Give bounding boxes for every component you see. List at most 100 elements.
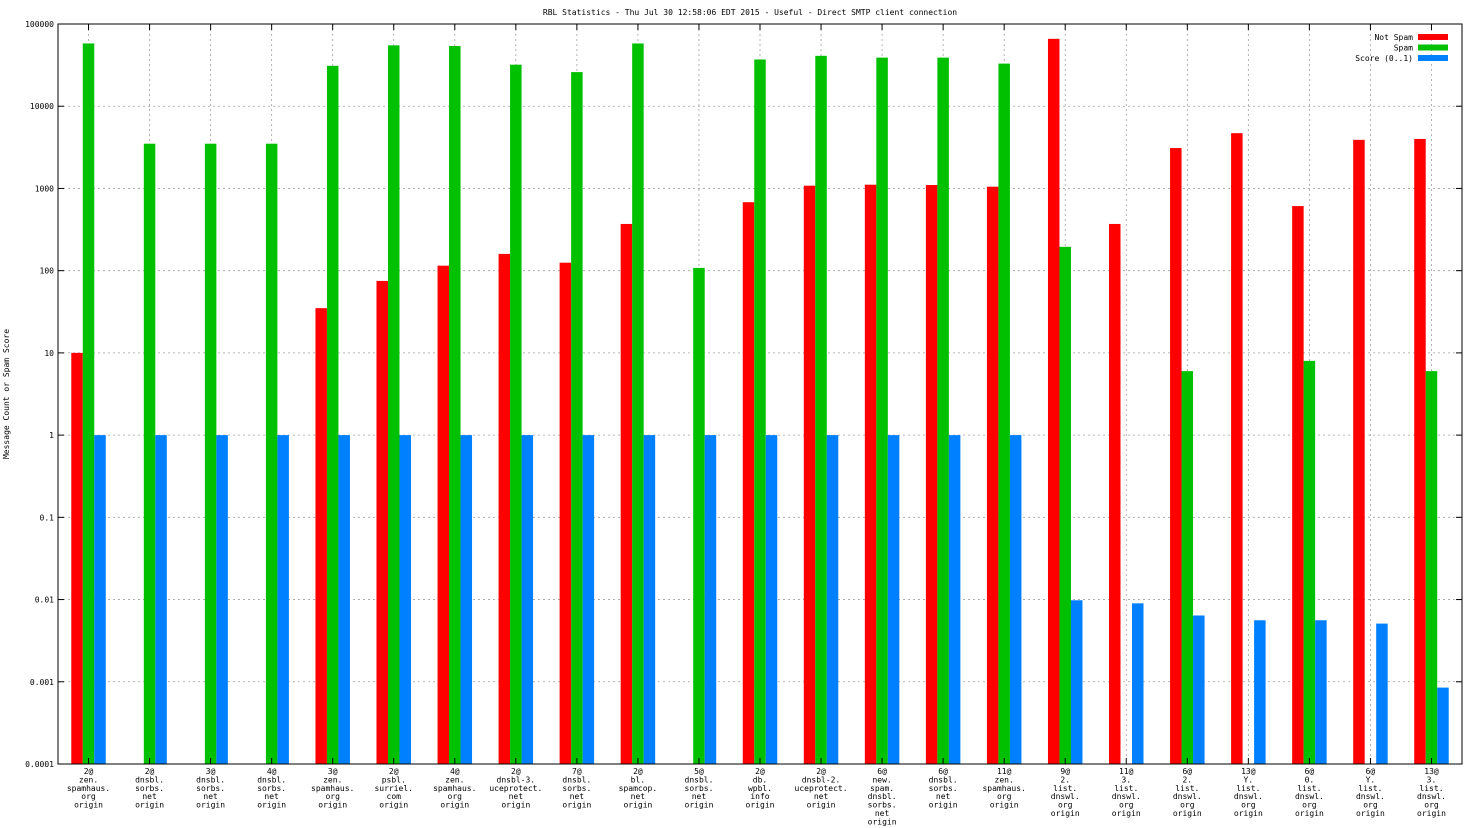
legend-label: Not Spam [1374,33,1413,42]
bar-spam [82,43,95,764]
y-tick-label: 10 [44,349,54,358]
bar-score-0-1 [826,435,839,764]
bar-spam [693,267,705,764]
bar-spam [632,43,644,764]
x-axis-tick-labels: 2@ zen. spamhaus. org origin 2@ dnsbl. sorbs. ne… [67,767,1446,826]
bar-score-0-1 [460,435,473,764]
x-tick-label: 2@ zen. spamhaus. org origin [67,767,110,810]
bar-spam [510,64,522,764]
x-tick-label: 4@ zen. spamhaus. org origin [433,767,476,810]
bar-not-spam [498,253,511,764]
bar-not-spam [1353,139,1365,764]
y-tick-label: 0.001 [30,678,54,687]
bar-score-0-1 [399,435,411,764]
legend-label: Spam [1394,44,1413,53]
x-tick-label: 3@ zen. spamhaus. org origin [311,767,354,810]
x-tick-label: 2@ psbl. surriel. com origin [374,767,413,810]
bar-spam [1181,371,1194,764]
bar-not-spam [803,185,816,764]
bar-not-spam [1292,206,1304,765]
bar-score-0-1 [887,435,900,764]
bar-score-0-1 [1193,615,1205,764]
bar-not-spam [925,185,938,765]
bar-not-spam [1231,133,1243,765]
chart-title: RBL Statistics - Thu Jul 30 12:58:06 EDT… [543,8,957,17]
y-tick-label: 0.0001 [25,760,54,769]
bar-spam [387,45,400,764]
bar-not-spam [1047,38,1060,764]
x-tick-label: 7@ dnsbl. sorbs. net origin [562,767,591,810]
bar-spam [998,63,1010,764]
bar-score-0-1 [1315,620,1327,764]
bar-not-spam [620,223,633,764]
x-tick-label: 5@ dnsbl. sorbs. net origin [685,767,714,810]
y-tick-label: 10000 [30,102,54,111]
x-tick-label: 2@ dnsbl-2. uceprotect. net origin [795,767,848,810]
bar-not-spam [742,202,755,764]
bar-score-0-1 [155,435,167,764]
x-tick-label: 9@ 2. list. dnswl. org origin [1051,767,1080,818]
bar-spam [143,143,156,764]
x-tick-label: 2@ bl. spamcop. net origin [619,767,658,810]
x-tick-label: 6@ 0. list. dnswl. org origin [1295,767,1324,818]
bar-not-spam [1414,138,1426,765]
bar-score-0-1 [1437,687,1449,764]
legend-label: Score (0..1) [1355,54,1413,63]
bar-not-spam [437,265,450,764]
bar-not-spam [1170,148,1182,765]
x-tick-label: 2@ db. wpbl. info origin [746,767,775,810]
bar-score-0-1 [1376,623,1388,764]
bar-score-0-1 [277,435,289,764]
bar-not-spam [559,262,572,764]
bar-score-0-1 [94,435,106,764]
bar-score-0-1 [1132,603,1144,764]
legend-swatch [1418,44,1448,51]
bar-score-0-1 [338,435,350,764]
y-axis-label: Message Count or Spam Score [2,329,11,459]
bar-score-0-1 [1009,435,1022,764]
bar-spam [265,143,278,764]
x-tick-label: 4@ dnsbl. sorbs. net origin [257,767,286,810]
bar-spam [204,143,217,764]
y-tick-label: 1000 [35,184,54,193]
bar-spam [326,65,339,765]
x-tick-label: 11@ zen. spamhaus. org origin [982,767,1025,810]
bar-score-0-1 [1070,600,1083,764]
bar-not-spam [71,352,83,764]
bar-spam [1425,371,1438,764]
bar-score-0-1 [643,435,656,764]
bar-spam [815,55,827,765]
bar-not-spam [1109,223,1121,764]
bar-score-0-1 [521,435,534,764]
x-tick-label: 6@ dnsbl. sorbs. net origin [929,767,958,810]
bar-score-0-1 [948,435,961,764]
bar-spam [876,57,888,764]
y-tick-label: 0.01 [35,596,54,605]
bar-spam [571,72,583,765]
legend-swatch [1418,55,1448,61]
bar-score-0-1 [1254,620,1266,764]
bar-score-0-1 [765,435,778,764]
y-tick-label: 100000 [25,20,54,29]
bar-not-spam [315,308,327,764]
x-tick-label: 6@ 2. list. dnswl. org origin [1173,767,1202,818]
x-tick-label: 2@ dnsbl-3. uceprotect. net origin [489,767,542,810]
x-tick-label: 13@ 3. list. dnswl. org origin [1417,767,1446,818]
x-tick-label: 3@ dnsbl. sorbs. net origin [196,767,225,810]
x-tick-label: 13@ Y. list. dnswl. org origin [1234,767,1263,818]
bar-spam [1303,360,1316,764]
bar-spam [1059,246,1071,764]
y-tick-label: 0.1 [40,513,55,522]
bar-spam [754,59,766,764]
bar-not-spam [864,184,877,764]
bar-score-0-1 [704,435,717,764]
bar-not-spam [376,280,388,764]
y-tick-label: 100 [40,267,55,276]
bar-spam [449,46,461,765]
y-tick-label: 1 [49,431,54,440]
x-tick-label: 6@ new. spam. dnsbl. sorbs. net origin [868,767,897,826]
plot-frame [57,23,1463,765]
bar-not-spam [986,186,999,764]
